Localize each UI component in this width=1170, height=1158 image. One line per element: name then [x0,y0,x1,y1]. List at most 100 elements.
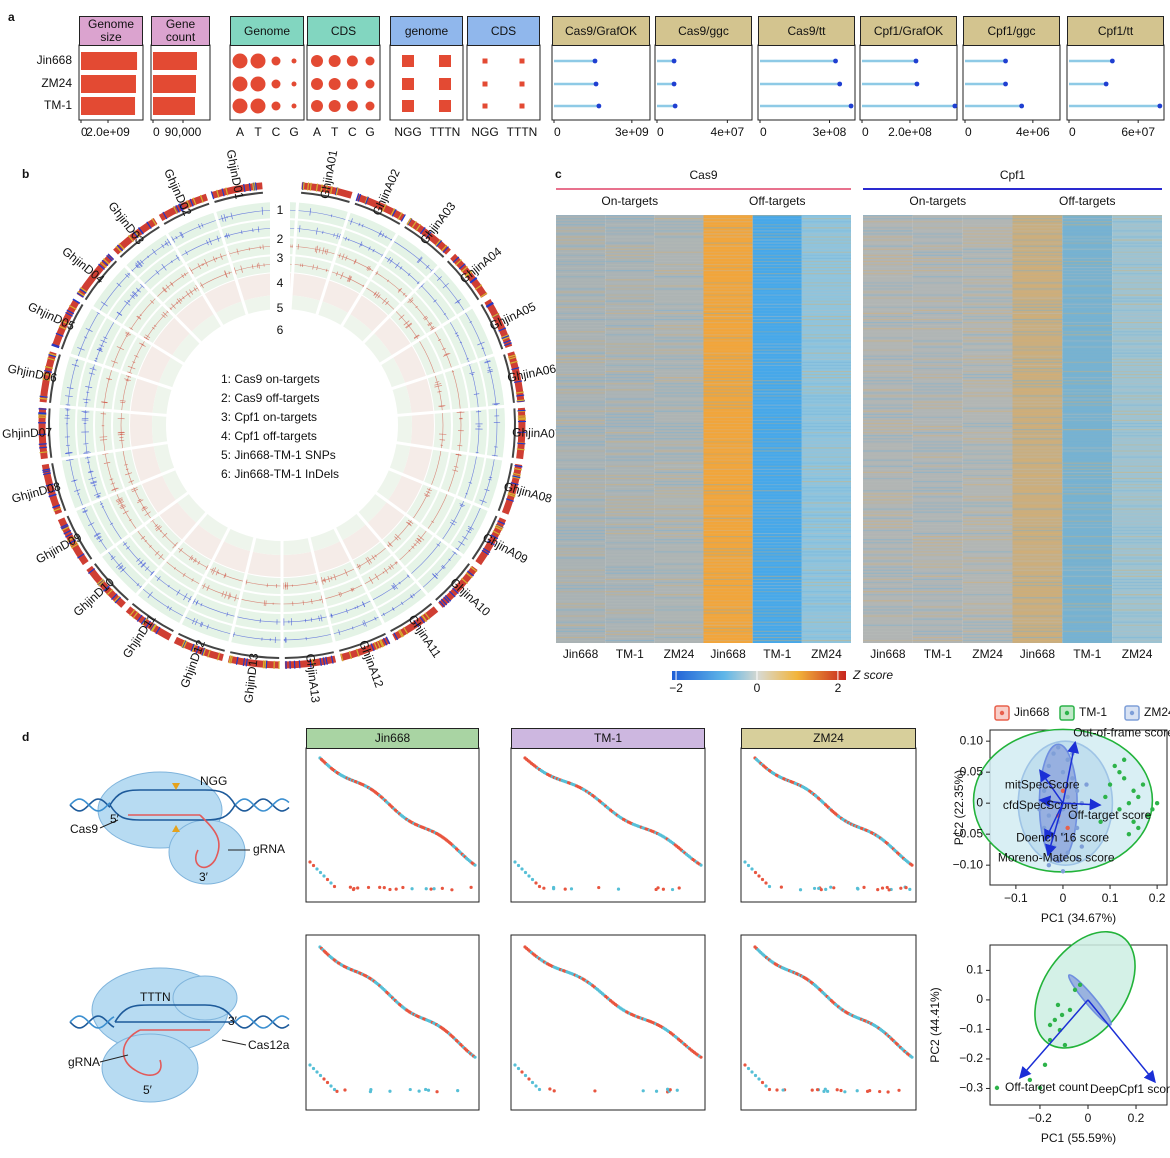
heatmap-stripe [1112,282,1162,284]
heatmap-stripe [1062,542,1113,544]
heatmap-stripe [863,636,913,639]
heatmap-stripe [752,493,802,495]
heatmap-stripe [912,542,963,544]
heatmap-stripe [605,410,655,412]
heatmap-stripe [863,624,913,626]
heatmap-stripe [605,597,655,599]
track-signal [82,510,88,514]
track-signal [434,383,442,386]
heatmap-stripe [962,539,1013,541]
heatmap-stripe [703,520,753,522]
heatmap-stripe [1012,505,1063,507]
heatmap-stripe [703,364,753,366]
heatmap-stripe [962,355,1013,357]
size-square [519,58,525,64]
heatmap-stripe [654,532,704,535]
track-signal [137,260,143,267]
heatmap-stripe [752,370,802,373]
heatmap-stripe [1062,560,1113,562]
heatmap-stripe [654,465,704,467]
track-signal [487,369,493,372]
heatmap-stripe [1062,444,1113,446]
track-signal [407,297,414,304]
scatter-point [1059,1012,1065,1018]
track-signal [333,573,337,581]
heatmap-stripe [1112,355,1162,357]
track-signal [77,493,80,495]
track-signal [189,289,194,295]
heatmap-stripe [654,410,704,412]
ideogram-band [201,647,206,656]
track-signal [347,238,350,241]
heatmap-stripe [605,545,655,547]
heatmap-stripe [654,279,704,281]
scatter-point [1065,757,1070,762]
heatmap-stripe [912,282,963,284]
heatmap-stripe [863,328,913,330]
track-signal [434,572,439,577]
heatmap-stripe [801,245,851,247]
track-signal [130,487,138,491]
x-tick-label: 0 [862,125,869,139]
ideogram-inner [119,226,160,258]
ideogram-band [507,493,516,498]
track-signal [187,595,192,603]
grna-loop [195,814,220,869]
heatmap-stripe [912,352,963,354]
track-signal [199,621,203,627]
track-signal [365,557,371,565]
heatmap-stripe [1062,432,1113,434]
track-gap [96,489,193,560]
heatmap-stripe [605,499,655,501]
heatmap-stripe [703,325,753,327]
column-label: Jin668 [870,647,906,661]
heatmap-stripe [654,398,704,400]
heatmap-stripe [752,422,802,425]
ideogram-band [72,298,81,304]
heatmap-stripe [912,392,963,394]
heatmap-stripe [912,597,963,599]
ideogram-band [245,658,248,667]
chromosome-label: GhjinA10 [447,575,493,619]
track-number: 6 [277,323,284,337]
heatmap-stripe [962,468,1013,470]
heatmap-stripe [801,539,851,541]
heatmap-stripe [752,487,802,489]
track-signal [431,520,435,523]
ideogram-band [301,181,304,190]
size-dot [328,55,341,67]
heatmap-stripe [654,560,704,562]
heatmap-stripe [962,291,1013,293]
heatmap-stripe [752,215,802,217]
heatmap-stripe [801,624,851,626]
heatmap-stripe [703,245,753,247]
ideogram-band [181,639,186,648]
heatmap-stripe [605,331,655,333]
track-signal [139,585,143,589]
heatmap-stripe [752,383,802,385]
heatmap-stripe [654,462,704,464]
track-signal [71,364,80,367]
heatmap-stripe [1112,325,1162,327]
track-signal [388,565,392,570]
heatmap-stripe [1112,545,1162,547]
heatmap-stripe [605,282,655,284]
heatmap-stripe [1012,606,1063,608]
heatmap-stripe [1112,581,1162,584]
track-gap [211,207,250,319]
heatmap-stripe [556,361,606,363]
heatmap-stripe [654,309,704,311]
track-signal [424,494,429,498]
heatmap-stripe [962,294,1013,296]
heatmap-stripe [556,309,606,311]
scatter-point [1121,757,1127,762]
ideogram-band [65,532,73,538]
rank-dot [382,886,386,890]
heatmap-stripe [654,230,704,232]
heatmap-stripe [752,230,802,232]
heatmap-stripe [1062,303,1113,305]
heatmap-stripe [1062,563,1113,565]
rank-dot [516,863,521,868]
heatmap-stripe [801,514,851,516]
